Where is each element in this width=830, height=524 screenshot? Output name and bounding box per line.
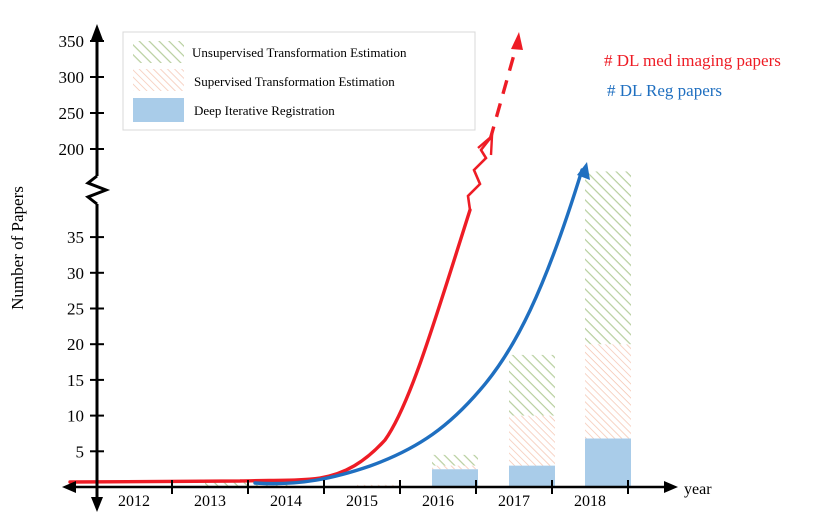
legend-label-unsupervised: Unsupervised Transformation Estimation <box>192 45 407 60</box>
legend-swatch-deep-iterative <box>133 98 184 122</box>
y-axis-arrow-top <box>91 24 103 40</box>
x-tick-label: 2012 <box>118 493 150 510</box>
y-tick-label: 350 <box>59 32 85 51</box>
trend-line-dl-med-imaging-dashed <box>488 43 519 141</box>
y-tick-label: 20 <box>67 335 84 354</box>
legend-swatch-unsupervised <box>133 41 184 63</box>
y-tick-label: 300 <box>59 68 85 87</box>
y-tick-label: 200 <box>59 140 85 159</box>
trend-line-dl-reg-arrow <box>577 162 590 180</box>
legend-swatch-supervised <box>133 69 184 91</box>
bars <box>205 171 631 487</box>
x-tick-label: 2018 <box>574 493 606 510</box>
legend-label-deep-iterative: Deep Iterative Registration <box>194 103 335 118</box>
bar-deep-iterative <box>585 438 631 487</box>
y-tick-label: 30 <box>67 264 84 283</box>
x-tick-label: 2017 <box>498 493 530 510</box>
y-tick-label: 35 <box>67 228 84 247</box>
x-tick-label: 2015 <box>346 493 378 510</box>
trend-line-dl-med-imaging-arrow <box>511 32 523 50</box>
x-axis-label: year <box>684 481 712 498</box>
bar-unsupervised <box>585 171 631 345</box>
y-tick-label: 250 <box>59 104 85 123</box>
y-axis-arrow-bottom <box>91 497 103 512</box>
legend-label-supervised: Supervised Transformation Estimation <box>194 74 395 89</box>
legend: Unsupervised Transformation Estimation S… <box>122 31 476 131</box>
bar-unsupervised <box>432 454 478 466</box>
trend-label-dl-med-imaging: # DL med imaging papers <box>604 51 781 70</box>
y-axis: 5 10 15 20 25 30 35 200 250 300 350 <box>59 24 111 512</box>
x-tick-label: 2014 <box>270 493 302 510</box>
bar-deep-iterative <box>432 469 478 487</box>
trend-lines <box>68 32 590 486</box>
x-axis-arrow-left <box>62 481 76 493</box>
x-tick-label: 2016 <box>422 493 454 510</box>
x-axis: 2012 2013 2014 2015 2016 2017 2018 year <box>62 480 712 510</box>
bar-supervised <box>585 344 631 439</box>
y-tick-label: 10 <box>67 407 84 426</box>
x-axis-arrow-right <box>664 481 678 493</box>
y-tick-label: 15 <box>67 371 84 390</box>
y-tick-label: 25 <box>67 300 84 319</box>
bar-supervised <box>509 415 555 466</box>
y-axis-label: Number of Papers <box>8 186 27 310</box>
trend-line-dl-med-imaging-break <box>466 135 494 211</box>
trend-line-dl-med-imaging <box>68 208 472 484</box>
x-tick-label: 2013 <box>194 493 226 510</box>
bar-deep-iterative <box>509 465 555 487</box>
trend-line-dl-reg <box>253 168 584 486</box>
bar-unsupervised <box>509 354 555 416</box>
trend-label-dl-reg: # DL Reg papers <box>607 81 722 100</box>
bar-unsupervised <box>205 481 251 487</box>
y-tick-label: 5 <box>76 442 85 461</box>
bar-supervised <box>432 465 478 470</box>
